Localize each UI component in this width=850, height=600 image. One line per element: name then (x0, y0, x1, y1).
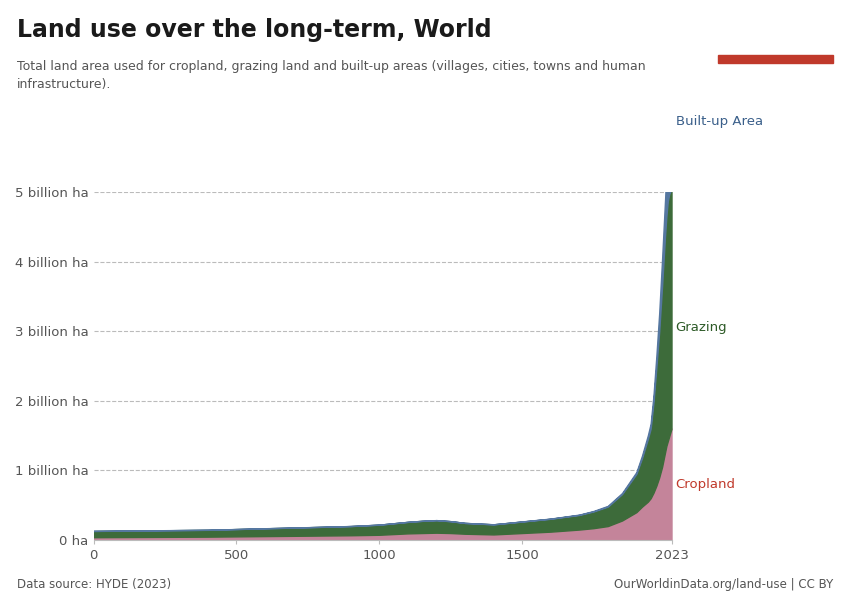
Text: Total land area used for cropland, grazing land and built-up areas (villages, ci: Total land area used for cropland, grazi… (17, 60, 646, 91)
Text: Data source: HYDE (2023): Data source: HYDE (2023) (17, 578, 171, 591)
Text: OurWorldinData.org/land-use | CC BY: OurWorldinData.org/land-use | CC BY (614, 578, 833, 591)
Text: Built-up Area: Built-up Area (676, 115, 762, 128)
Bar (718, 55, 833, 63)
Text: Land use over the long-term, World: Land use over the long-term, World (17, 18, 491, 42)
Text: Grazing: Grazing (676, 321, 728, 334)
Text: Our World: Our World (746, 20, 805, 30)
Text: Cropland: Cropland (676, 478, 736, 491)
Text: in Data: in Data (755, 34, 796, 44)
